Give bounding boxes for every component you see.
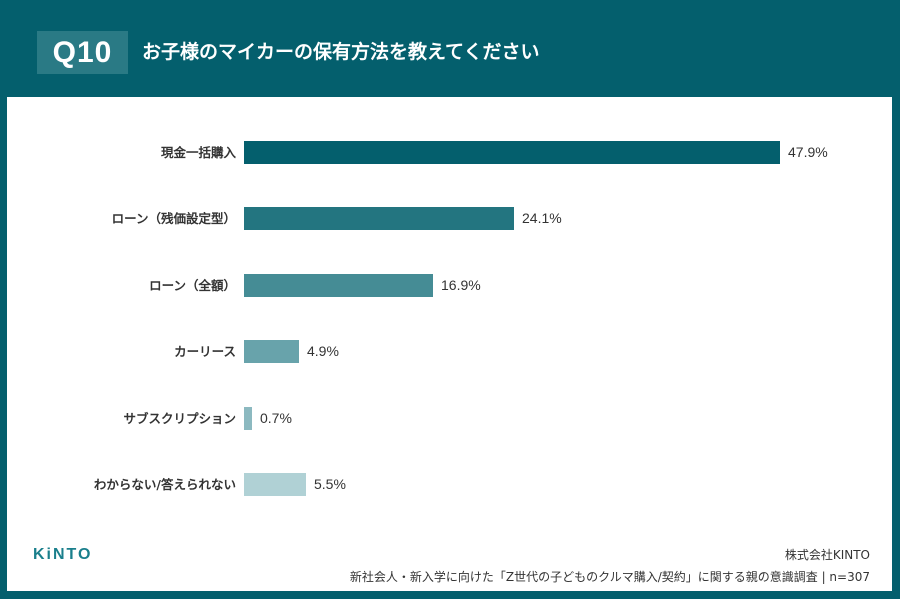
question-title: お子様のマイカーの保有方法を教えてください [142,41,540,63]
bar-value-label: 47.9% [788,144,828,160]
bar [244,407,252,430]
company-name: 株式会社KINTO [784,548,870,562]
bar [244,473,306,496]
bar-value-label: 16.9% [441,277,481,293]
chart-row: サブスクリプション 0.7% [7,407,892,430]
chart-panel: 現金一括購入 47.9% ローン（残価設定型） 24.1% ローン（全額） 16.9% カー… [7,97,892,591]
chart-row: 現金一括購入 47.9% [7,141,892,164]
category-label: 現金一括購入 [160,145,236,160]
header: Q10 お子様のマイカーの保有方法を教えてください [0,0,900,97]
bar [244,207,514,230]
kinto-logo: KiNTO [33,546,93,563]
chart-row: ローン（全額） 16.9% [7,274,892,297]
survey-source: 新社会人・新入学に向けた「Z世代の子どものクルマ購入/契約」に関する親の意識調査… [349,570,870,584]
chart-row: カーリース 4.9% [7,340,892,363]
bar-value-label: 0.7% [260,410,292,426]
bar [244,274,433,297]
bar-value-label: 24.1% [522,210,562,226]
category-label: サブスクリプション [123,411,236,426]
bar-value-label: 5.5% [314,476,346,492]
category-label: ローン（残価設定型） [111,211,236,226]
bar-value-label: 4.9% [307,343,339,359]
bar [244,340,299,363]
chart-row: ローン（残価設定型） 24.1% [7,207,892,230]
category-label: ローン（全額） [149,278,236,293]
chart-row: わからない/答えられない 5.5% [7,473,892,496]
question-number-badge: Q10 [37,31,128,74]
category-label: カーリース [174,344,236,359]
bar [244,141,780,164]
category-label: わからない/答えられない [93,477,236,492]
